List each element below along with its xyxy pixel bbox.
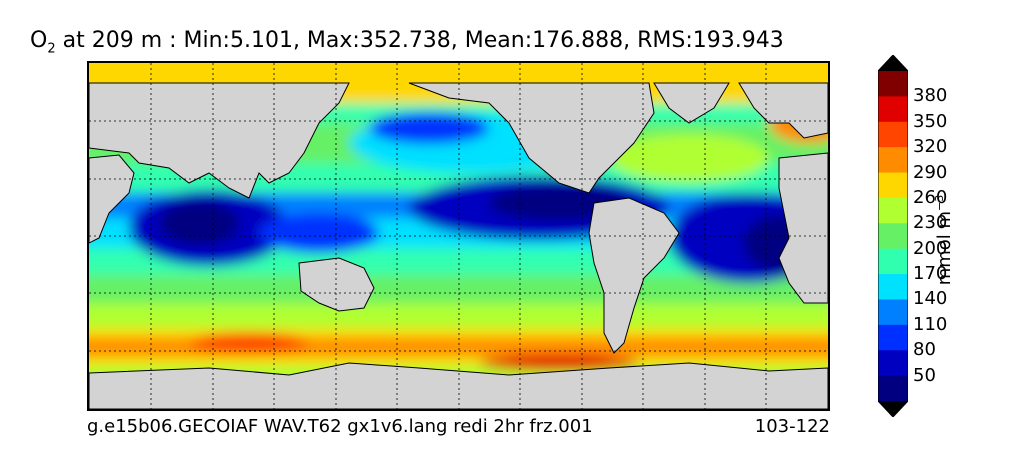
colorbar-segment: [878, 248, 908, 275]
colorbar-tick-label: 260: [913, 186, 948, 208]
colorbar-segment: [878, 96, 908, 123]
colorbar-tick-label: 230: [913, 212, 948, 234]
case-name: g.e15b06.GECOIAF WAV.T62 gx1v6.lang redi…: [87, 416, 593, 437]
colorbar-tick-label: 140: [913, 288, 948, 310]
colorbar-unit-main: mmol m: [934, 210, 955, 286]
colorbar-tick-label: 320: [913, 136, 948, 158]
colorbar-tick-label: 290: [913, 161, 948, 183]
plot-title: O2 at 209 m : Min:5.101, Max:352.738, Me…: [30, 28, 784, 56]
colorbar-tick-label: 110: [913, 313, 948, 335]
colorbar-tick-label: 80: [913, 339, 936, 361]
colorbar-tick-label: 170: [913, 263, 948, 285]
ocean-oxygen-map: [87, 61, 830, 411]
map-canvas: [89, 63, 828, 409]
colorbar-over-extend: [878, 55, 908, 71]
title-variable-subscript: 2: [47, 41, 56, 57]
colorbar-segment: [878, 121, 908, 148]
year-range: 103-122: [754, 416, 830, 437]
title-variable: O: [30, 28, 48, 53]
colorbar-under-extend: [878, 401, 908, 417]
graticule: [89, 63, 828, 409]
colorbar-segment: [878, 223, 908, 250]
colorbar-tick-label: 200: [913, 237, 948, 259]
colorbar-tick-label: 380: [913, 85, 948, 107]
colorbar-segment: [878, 375, 908, 402]
colorbar-unit: mmol m−3: [933, 195, 955, 286]
colorbar-segment: [878, 197, 908, 224]
colorbar-segment: [878, 324, 908, 351]
colorbar-unit-exponent: −3: [933, 194, 946, 211]
colorbar-segment: [878, 299, 908, 326]
colorbar-segment: [878, 147, 908, 174]
colorbar-segment: [878, 71, 908, 97]
colorbar-tick-label: 50: [913, 364, 936, 386]
colorbar-segment: [878, 274, 908, 300]
colorbar-tick-label: 350: [913, 110, 948, 132]
colorbar: [878, 55, 908, 417]
colorbar-segment: [878, 350, 908, 377]
title-stats: at 209 m : Min:5.101, Max:352.738, Mean:…: [55, 28, 784, 53]
colorbar-segment: [878, 172, 908, 199]
